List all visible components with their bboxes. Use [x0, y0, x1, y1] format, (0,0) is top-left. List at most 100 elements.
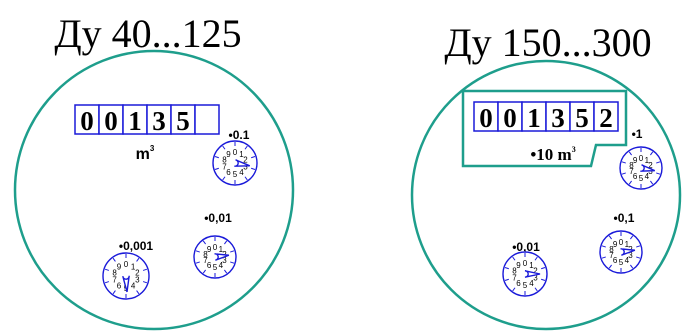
dial-tick [230, 250, 235, 253]
dial-tick [608, 235, 612, 240]
dial-pointer [122, 275, 130, 293]
dial-tick [621, 172, 626, 175]
dial-tick [628, 151, 632, 156]
dial-number: 4 [219, 261, 224, 270]
dial-label: •0,001 [119, 239, 154, 253]
dial-number: 2 [648, 161, 653, 170]
left-unit-exp: 3 [150, 144, 155, 153]
dial-tick [195, 250, 200, 253]
dial-number: 3 [648, 167, 653, 176]
dial-number: 0 [639, 154, 644, 163]
dial-number: 5 [619, 258, 624, 267]
right-unit-main: •10 m [530, 145, 571, 164]
right-unit: •10 m3 [530, 145, 575, 164]
dial-number: 0 [213, 243, 218, 252]
dial-label: •0,1 [614, 211, 635, 225]
left-digit-cell [122, 104, 148, 135]
dial-number: 9 [633, 156, 638, 165]
dial-tick [224, 269, 228, 274]
left-title: Ду 40...125 [54, 11, 241, 56]
dial-number: 7 [222, 162, 227, 171]
dial-tick [202, 240, 206, 245]
dial-number: 2 [533, 267, 538, 276]
left-digit: 0 [80, 106, 94, 136]
dial-face [212, 140, 258, 186]
dial-number: 7 [112, 276, 117, 285]
dial-number: 8 [203, 250, 208, 259]
dial-tick [630, 235, 634, 240]
dial-number: 7 [609, 251, 614, 260]
dial-tick [512, 287, 516, 292]
left-unit: m3 [136, 144, 155, 163]
dial-number: 0 [124, 260, 129, 269]
dial-number: 4 [625, 256, 630, 265]
dial-number: 5 [213, 263, 218, 272]
dial-tick [214, 167, 219, 170]
dial-number: 3 [243, 162, 248, 171]
dial-tick [244, 176, 248, 181]
dial-number: 8 [629, 161, 634, 170]
left-digit: 1 [128, 106, 142, 136]
dial-number: 6 [633, 172, 638, 181]
dial-pointer [524, 270, 541, 278]
dial-number: 1 [239, 150, 244, 159]
dial-number: 9 [226, 150, 231, 159]
dial-tick [621, 161, 626, 164]
dial-tick [504, 278, 509, 281]
left-digit-cell [194, 104, 220, 135]
dial-tick [541, 267, 546, 270]
right-digit: 2 [599, 103, 613, 133]
left-unit-main: m [136, 146, 150, 163]
dial-tick [608, 264, 612, 269]
dial-tick [136, 257, 140, 262]
dial-number: 8 [222, 156, 227, 165]
dial-number: 6 [226, 168, 231, 177]
dial-pointer [640, 164, 656, 172]
dial-number: 0 [619, 238, 624, 247]
right-title: Ду 150...300 [444, 20, 651, 65]
dial-number: 9 [117, 262, 122, 271]
dial-number: 1 [625, 240, 630, 249]
dial-tick [534, 256, 538, 261]
dial-pointer [620, 248, 636, 256]
dial-number: 1 [645, 156, 650, 165]
dial-number: 4 [645, 172, 650, 181]
dial-tick [251, 156, 256, 159]
dial-tick [504, 267, 509, 270]
dial-tick [244, 145, 248, 150]
dial-number: 4 [529, 279, 534, 288]
dial-tick [650, 151, 654, 156]
dial-tick [512, 256, 516, 261]
dial-number: 9 [207, 245, 212, 254]
dial-tick [636, 245, 641, 248]
dial-number: 5 [639, 174, 644, 183]
dial-number: 4 [131, 282, 136, 291]
dial-label: •0.1 [229, 128, 250, 142]
dial-pointer [214, 253, 230, 261]
dial-tick [222, 145, 226, 150]
left-digit: 3 [152, 106, 166, 136]
dial-number: 3 [533, 273, 538, 282]
dial-number: 5 [523, 281, 528, 290]
left-digit: 5 [176, 106, 190, 136]
dial-number: 9 [516, 261, 521, 270]
dial-number: 9 [613, 240, 618, 249]
dial-tick [650, 180, 654, 185]
left-dial-2: •0,0010123456789 [102, 239, 154, 300]
dial-number: 6 [117, 282, 122, 291]
dial-number: 3 [628, 251, 633, 260]
left-meter-body [13, 49, 295, 331]
dial-number: 3 [222, 256, 227, 265]
dial-tick [214, 156, 219, 159]
dial-tick [636, 256, 641, 259]
dial-face [193, 235, 237, 279]
dial-number: 1 [529, 261, 534, 270]
right-digit: 3 [551, 103, 565, 133]
dial-number: 8 [512, 267, 517, 276]
